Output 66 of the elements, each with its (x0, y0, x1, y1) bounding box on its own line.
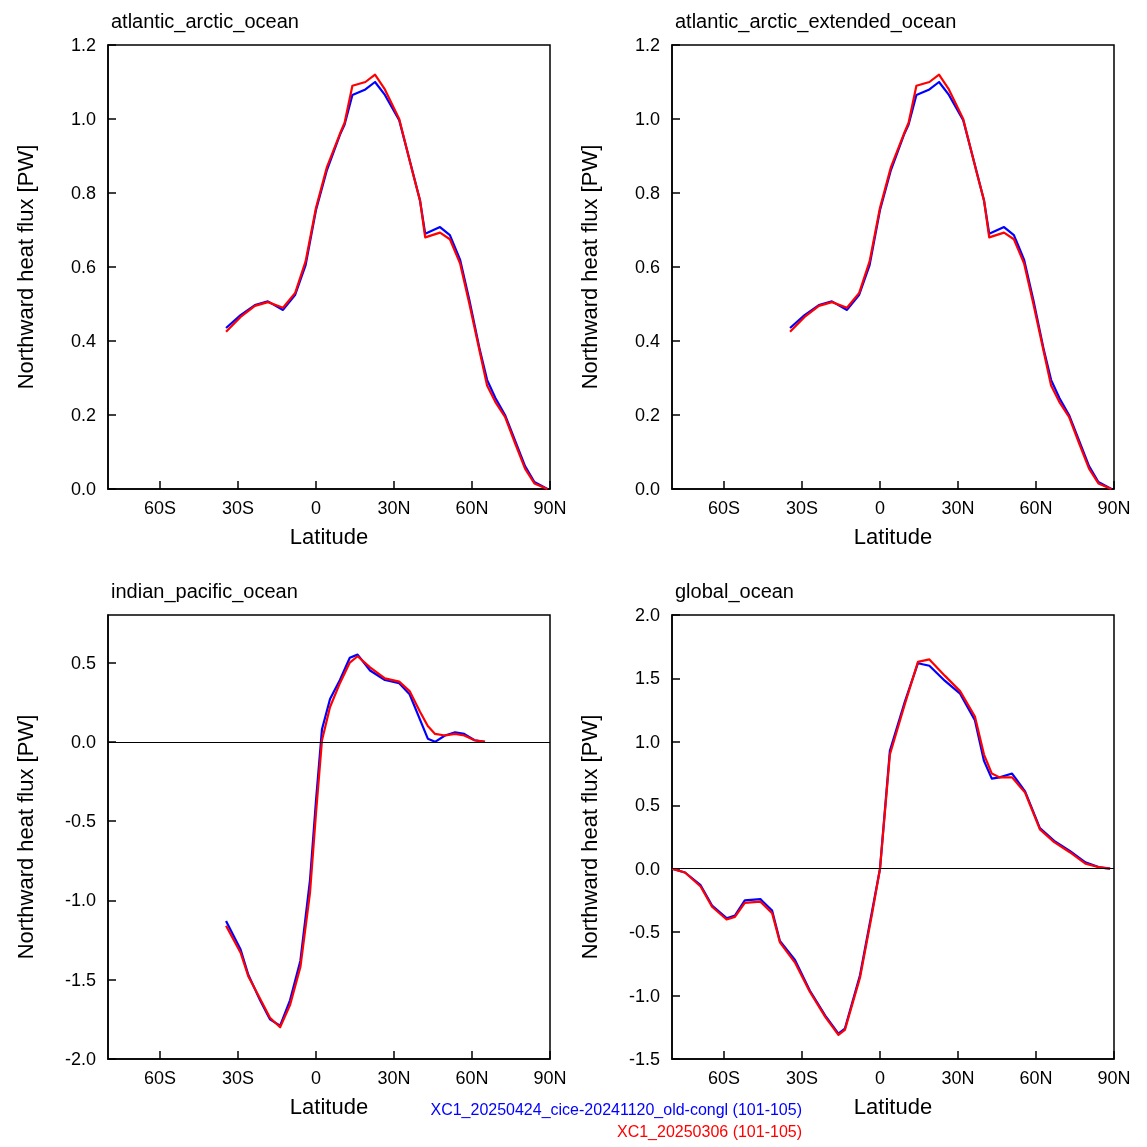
y-tick-label: 1.0 (634, 109, 660, 129)
x-tick-label: 30N (377, 1068, 411, 1088)
y-tick-label: 0.8 (70, 183, 96, 203)
x-tick-label: 90N (1097, 498, 1131, 518)
y-tick-label: -1.0 (64, 890, 96, 911)
x-tick-label: 60S (707, 1068, 741, 1088)
y-tick-label: -0.5 (64, 811, 96, 832)
chart-title: atlantic_arctic_ocean (111, 10, 299, 33)
x-tick-label: 30N (941, 498, 975, 518)
y-tick-label: 0.5 (634, 795, 660, 816)
text: XC1_20250306 (101-105) (615, 1122, 802, 1142)
chart-title: indian_pacific_ocean (111, 580, 298, 603)
x-tick-label: 30N (941, 1068, 975, 1088)
x-axis-title: Latitude (853, 1093, 933, 1119)
y-tick-label: -2.0 (64, 1049, 96, 1069)
x-tick-label: 30S (221, 1068, 255, 1088)
x-tick-label: 0 (310, 498, 322, 518)
y-tick-label: 0.5 (70, 652, 96, 673)
y-tick-label: 1.2 (634, 35, 660, 55)
x-tick-label: 0 (874, 498, 886, 518)
y-tick-label: 0.0 (70, 479, 96, 499)
x-tick-label: 60N (455, 1068, 489, 1088)
y-tick-label: 1.2 (70, 35, 96, 55)
x-tick-label: 30N (377, 498, 411, 518)
y-tick-label: -1.5 (64, 969, 96, 990)
y-tick-label: 0.2 (70, 405, 96, 425)
y-tick-label: 0.0 (634, 858, 660, 879)
x-tick-label: 90N (1097, 1068, 1131, 1088)
x-tick-label: 90N (533, 498, 567, 518)
y-tick-label: 0.4 (634, 331, 660, 351)
y-axis-title: Northward heat flux [PW] (12, 144, 38, 390)
x-axis-title: Latitude (853, 523, 933, 549)
x-tick-label: 30S (785, 498, 819, 518)
x-tick-label: 30S (785, 1068, 819, 1088)
y-tick-label: 2.0 (634, 605, 660, 625)
y-tick-label: 0.4 (70, 331, 96, 351)
y-tick-label: 0.6 (634, 257, 660, 277)
y-tick-label: 1.0 (70, 109, 96, 129)
text: XC1_20250424_cice-20241120_old-congl (101-105) (430, 1100, 802, 1120)
x-tick-label: 0 (874, 1068, 886, 1088)
x-tick-label: 60S (143, 1068, 177, 1088)
x-axis-title: Latitude (289, 1093, 369, 1119)
y-tick-label: 0.2 (634, 405, 660, 425)
y-tick-label: 0.6 (70, 257, 96, 277)
x-axis-title: Latitude (289, 523, 369, 549)
y-tick-label: -1.5 (628, 1049, 660, 1069)
y-tick-label: 0.0 (70, 731, 96, 752)
y-tick-label: -0.5 (628, 922, 660, 943)
x-tick-label: 90N (533, 1068, 567, 1088)
x-tick-label: 60S (143, 498, 177, 518)
x-tick-label: 60N (455, 498, 489, 518)
x-tick-label: 60N (1019, 1068, 1053, 1088)
y-axis-title: Northward heat flux [PW] (12, 714, 38, 960)
y-tick-label: 0.0 (634, 479, 660, 499)
y-tick-label: -1.0 (628, 985, 660, 1006)
x-tick-label: 60N (1019, 498, 1053, 518)
x-tick-label: 30S (221, 498, 255, 518)
x-tick-label: 60S (707, 498, 741, 518)
y-tick-label: 1.0 (634, 731, 660, 752)
y-tick-label: 0.8 (634, 183, 660, 203)
y-tick-label: 1.5 (634, 668, 660, 689)
chart-title: atlantic_arctic_extended_ocean (675, 10, 957, 33)
x-tick-label: 0 (310, 1068, 322, 1088)
chart-title: global_ocean (675, 580, 794, 603)
y-axis-title: Northward heat flux [PW] (576, 714, 602, 960)
y-axis-title: Northward heat flux [PW] (576, 144, 602, 390)
